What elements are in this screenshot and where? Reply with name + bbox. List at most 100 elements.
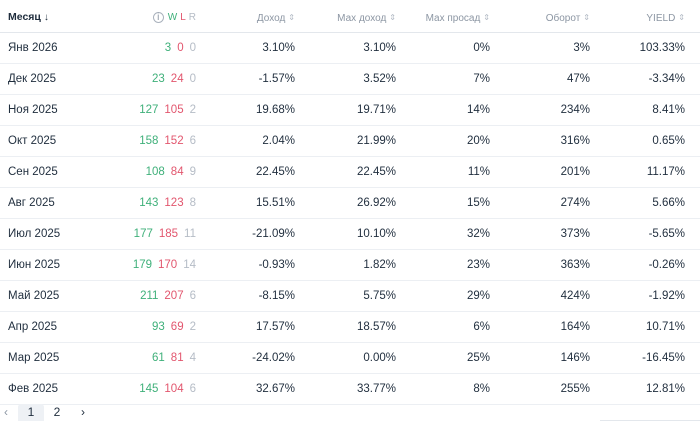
pnl-cell: 15.51% — [255, 197, 295, 209]
turnover-cell: 201% — [560, 166, 590, 178]
column-header-max-drawdown[interactable]: Мах просад ⇕ — [400, 2, 490, 33]
turnover-cell: 234% — [560, 104, 590, 116]
wins-count: 179 — [132, 259, 153, 271]
turnover-cell: 47% — [566, 73, 590, 85]
losses-count: 207 — [164, 290, 184, 302]
max-drawdown-cell: 0% — [473, 42, 490, 54]
losses-count: 84 — [170, 166, 184, 178]
turnover-cell: 373% — [560, 228, 590, 240]
sort-desc-icon: ↓ — [43, 12, 49, 23]
yield-cell: 12.81% — [645, 383, 685, 395]
max-drawdown-cell: 14% — [466, 104, 490, 116]
max-pnl-cell: 10.10% — [356, 228, 396, 240]
turnover-cell: 3% — [573, 42, 590, 54]
column-header-month[interactable]: Месяц ↓ — [8, 2, 49, 33]
wins-count: 127 — [139, 104, 159, 116]
next-page-button[interactable]: › — [81, 405, 85, 419]
pnl-cell: -24.02% — [252, 352, 295, 364]
table-row: Фев 2025 145 104 6 32.67% 33.77% 8% 255% 12.81% — [0, 374, 700, 405]
pnl-cell: -1.57% — [258, 73, 295, 85]
wlr-cell: 158 152 6 — [120, 126, 196, 157]
column-header-pnl[interactable]: Доход ⇕ — [200, 2, 295, 33]
refunds-count: 2 — [189, 104, 196, 116]
column-header-yield[interactable]: YIELD ⇕ — [595, 2, 685, 33]
max-drawdown-cell: 6% — [473, 321, 490, 333]
pnl-cell: 17.57% — [255, 321, 295, 333]
pnl-cell: 22.45% — [255, 166, 295, 178]
table-row: Сен 2025 108 84 9 22.45% 22.45% 11% 201% 11.17% — [0, 157, 700, 188]
column-header-max-pnl[interactable]: Мах доход ⇕ — [300, 2, 396, 33]
losses-count: 185 — [158, 228, 179, 240]
losses-count: 104 — [164, 383, 184, 395]
losses-count: 24 — [170, 73, 184, 85]
wins-count: 177 — [133, 228, 153, 240]
yield-cell: 10.71% — [645, 321, 685, 333]
wlr-cell: 93 69 2 — [120, 312, 196, 343]
sort-icon: ⇕ — [288, 13, 295, 22]
turnover-cell: 363% — [560, 259, 590, 271]
info-icon[interactable]: i — [152, 12, 164, 23]
refunds-count: 2 — [189, 321, 196, 333]
prev-page-button[interactable]: ‹ — [4, 405, 8, 419]
yield-cell: -16.45% — [642, 352, 685, 364]
max-pnl-cell: 3.52% — [363, 73, 396, 85]
losses-count: 81 — [170, 352, 184, 364]
column-header-turnover[interactable]: Оборот ⇕ — [495, 2, 590, 33]
pnl-cell: -21.09% — [252, 228, 295, 240]
losses-count: 0 — [177, 42, 184, 54]
yield-cell: 11.17% — [646, 166, 685, 178]
losses-header: L — [180, 12, 186, 23]
month-header-label: Месяц — [8, 11, 41, 23]
wins-count: 3 — [164, 42, 172, 54]
page-1-button[interactable]: 1 — [18, 404, 44, 421]
wlr-cell: 23 24 0 — [120, 64, 196, 95]
month-cell: Мар 2025 — [8, 352, 60, 364]
table-row: Апр 2025 93 69 2 17.57% 18.57% 6% 164% 10.71% — [0, 312, 700, 343]
wlr-cell: 127 105 2 — [120, 95, 196, 126]
losses-count: 69 — [170, 321, 184, 333]
yield-cell: -0.26% — [648, 259, 685, 271]
refunds-count: 9 — [189, 166, 196, 178]
month-cell: Май 2025 — [8, 290, 60, 302]
turnover-cell: 164% — [560, 321, 590, 333]
wlr-cell: 177 185 11 — [120, 219, 196, 250]
turnover-cell: 316% — [560, 135, 590, 147]
month-cell: Янв 2026 — [8, 42, 58, 54]
turnover-cell: 255% — [560, 383, 590, 395]
pnl-cell: 32.67% — [255, 383, 295, 395]
refunds-count: 11 — [184, 228, 196, 240]
wins-count: 108 — [145, 166, 165, 178]
pnl-cell: 2.04% — [262, 135, 295, 147]
pnl-cell: -0.93% — [258, 259, 295, 271]
max-drawdown-cell: 32% — [466, 228, 490, 240]
max-drawdown-cell: 25% — [466, 352, 490, 364]
sort-icon: ⇕ — [389, 13, 396, 22]
losses-count: 152 — [164, 135, 184, 147]
table-row: Ноя 2025 127 105 2 19.68% 19.71% 14% 234% 8.41% — [0, 95, 700, 126]
refunds-count: 14 — [183, 259, 196, 271]
wlr-cell: 145 104 6 — [120, 374, 196, 405]
wins-count: 61 — [152, 352, 165, 364]
page-2-button[interactable]: 2 — [53, 405, 61, 419]
refunds-count: 6 — [189, 383, 196, 395]
turnover-cell: 146% — [560, 352, 590, 364]
pnl-cell: -8.15% — [258, 290, 295, 302]
max-pnl-header-label: Мах доход — [337, 13, 387, 24]
yield-cell: -1.92% — [648, 290, 685, 302]
wins-count: 158 — [139, 135, 159, 147]
yield-cell: 103.33% — [639, 42, 685, 54]
max-dd-header-label: Мах просад — [425, 13, 481, 24]
max-drawdown-cell: 11% — [467, 166, 490, 178]
month-cell: Апр 2025 — [8, 321, 58, 333]
turnover-cell: 424% — [560, 290, 590, 302]
table-row: Мар 2025 61 81 4 -24.02% 0.00% 25% 146% -16.45% — [0, 343, 700, 374]
max-drawdown-cell: 23% — [466, 259, 490, 271]
refunds-count: 4 — [189, 352, 196, 364]
yield-cell: -5.65% — [648, 228, 685, 240]
refunds-count: 0 — [189, 42, 196, 54]
table-row: Дек 2025 23 24 0 -1.57% 3.52% 7% 47% -3.34% — [0, 64, 700, 95]
sort-icon: ⇕ — [678, 13, 685, 22]
month-cell: Сен 2025 — [8, 166, 58, 178]
